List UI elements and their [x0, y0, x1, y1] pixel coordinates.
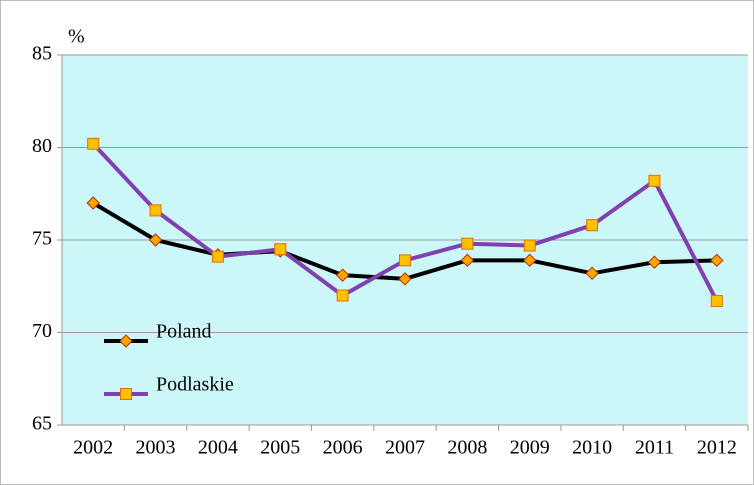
- data-point: [523, 253, 537, 268]
- y-axis-label: %: [68, 26, 85, 48]
- x-tick-label: 2002: [73, 437, 113, 459]
- data-point: [461, 237, 474, 250]
- x-tick-label: 2011: [635, 437, 674, 459]
- x-tick-label: 2009: [510, 437, 550, 459]
- y-tick-label: 75: [32, 228, 52, 250]
- data-point: [647, 255, 662, 269]
- data-point: [523, 239, 536, 252]
- x-tick-label: 2012: [697, 437, 737, 459]
- data-point: [148, 233, 163, 247]
- data-point: [336, 289, 349, 302]
- data-point: [586, 219, 599, 232]
- y-tick-label: 65: [32, 413, 52, 435]
- x-tick-label: 2006: [323, 437, 363, 459]
- data-point: [398, 272, 412, 286]
- x-tick-label: 2003: [136, 437, 176, 459]
- x-tick-label: 2004: [198, 437, 238, 459]
- legend-marker: [120, 388, 132, 400]
- x-tick-label: 2005: [260, 437, 300, 459]
- y-tick-label: 70: [32, 320, 52, 342]
- data-point: [585, 266, 599, 281]
- y-tick-label: 85: [32, 43, 52, 65]
- data-point: [335, 268, 350, 282]
- data-point: [86, 196, 100, 210]
- data-point: [149, 204, 162, 217]
- data-point: [460, 253, 475, 268]
- x-tick-label: 2010: [572, 437, 612, 459]
- data-point: [648, 174, 661, 187]
- data-point: [710, 253, 724, 268]
- data-point: [399, 254, 411, 267]
- y-tick-label: 80: [32, 135, 52, 157]
- data-point: [211, 250, 224, 263]
- data-point: [710, 295, 723, 308]
- legend-marker: [119, 334, 133, 348]
- legend-label: Podlaskie: [156, 374, 234, 396]
- x-tick-label: 2007: [385, 437, 425, 459]
- x-tick-label: 2008: [447, 437, 487, 459]
- legend-label: Poland: [156, 321, 212, 343]
- data-point: [87, 137, 100, 150]
- data-point: [274, 243, 287, 256]
